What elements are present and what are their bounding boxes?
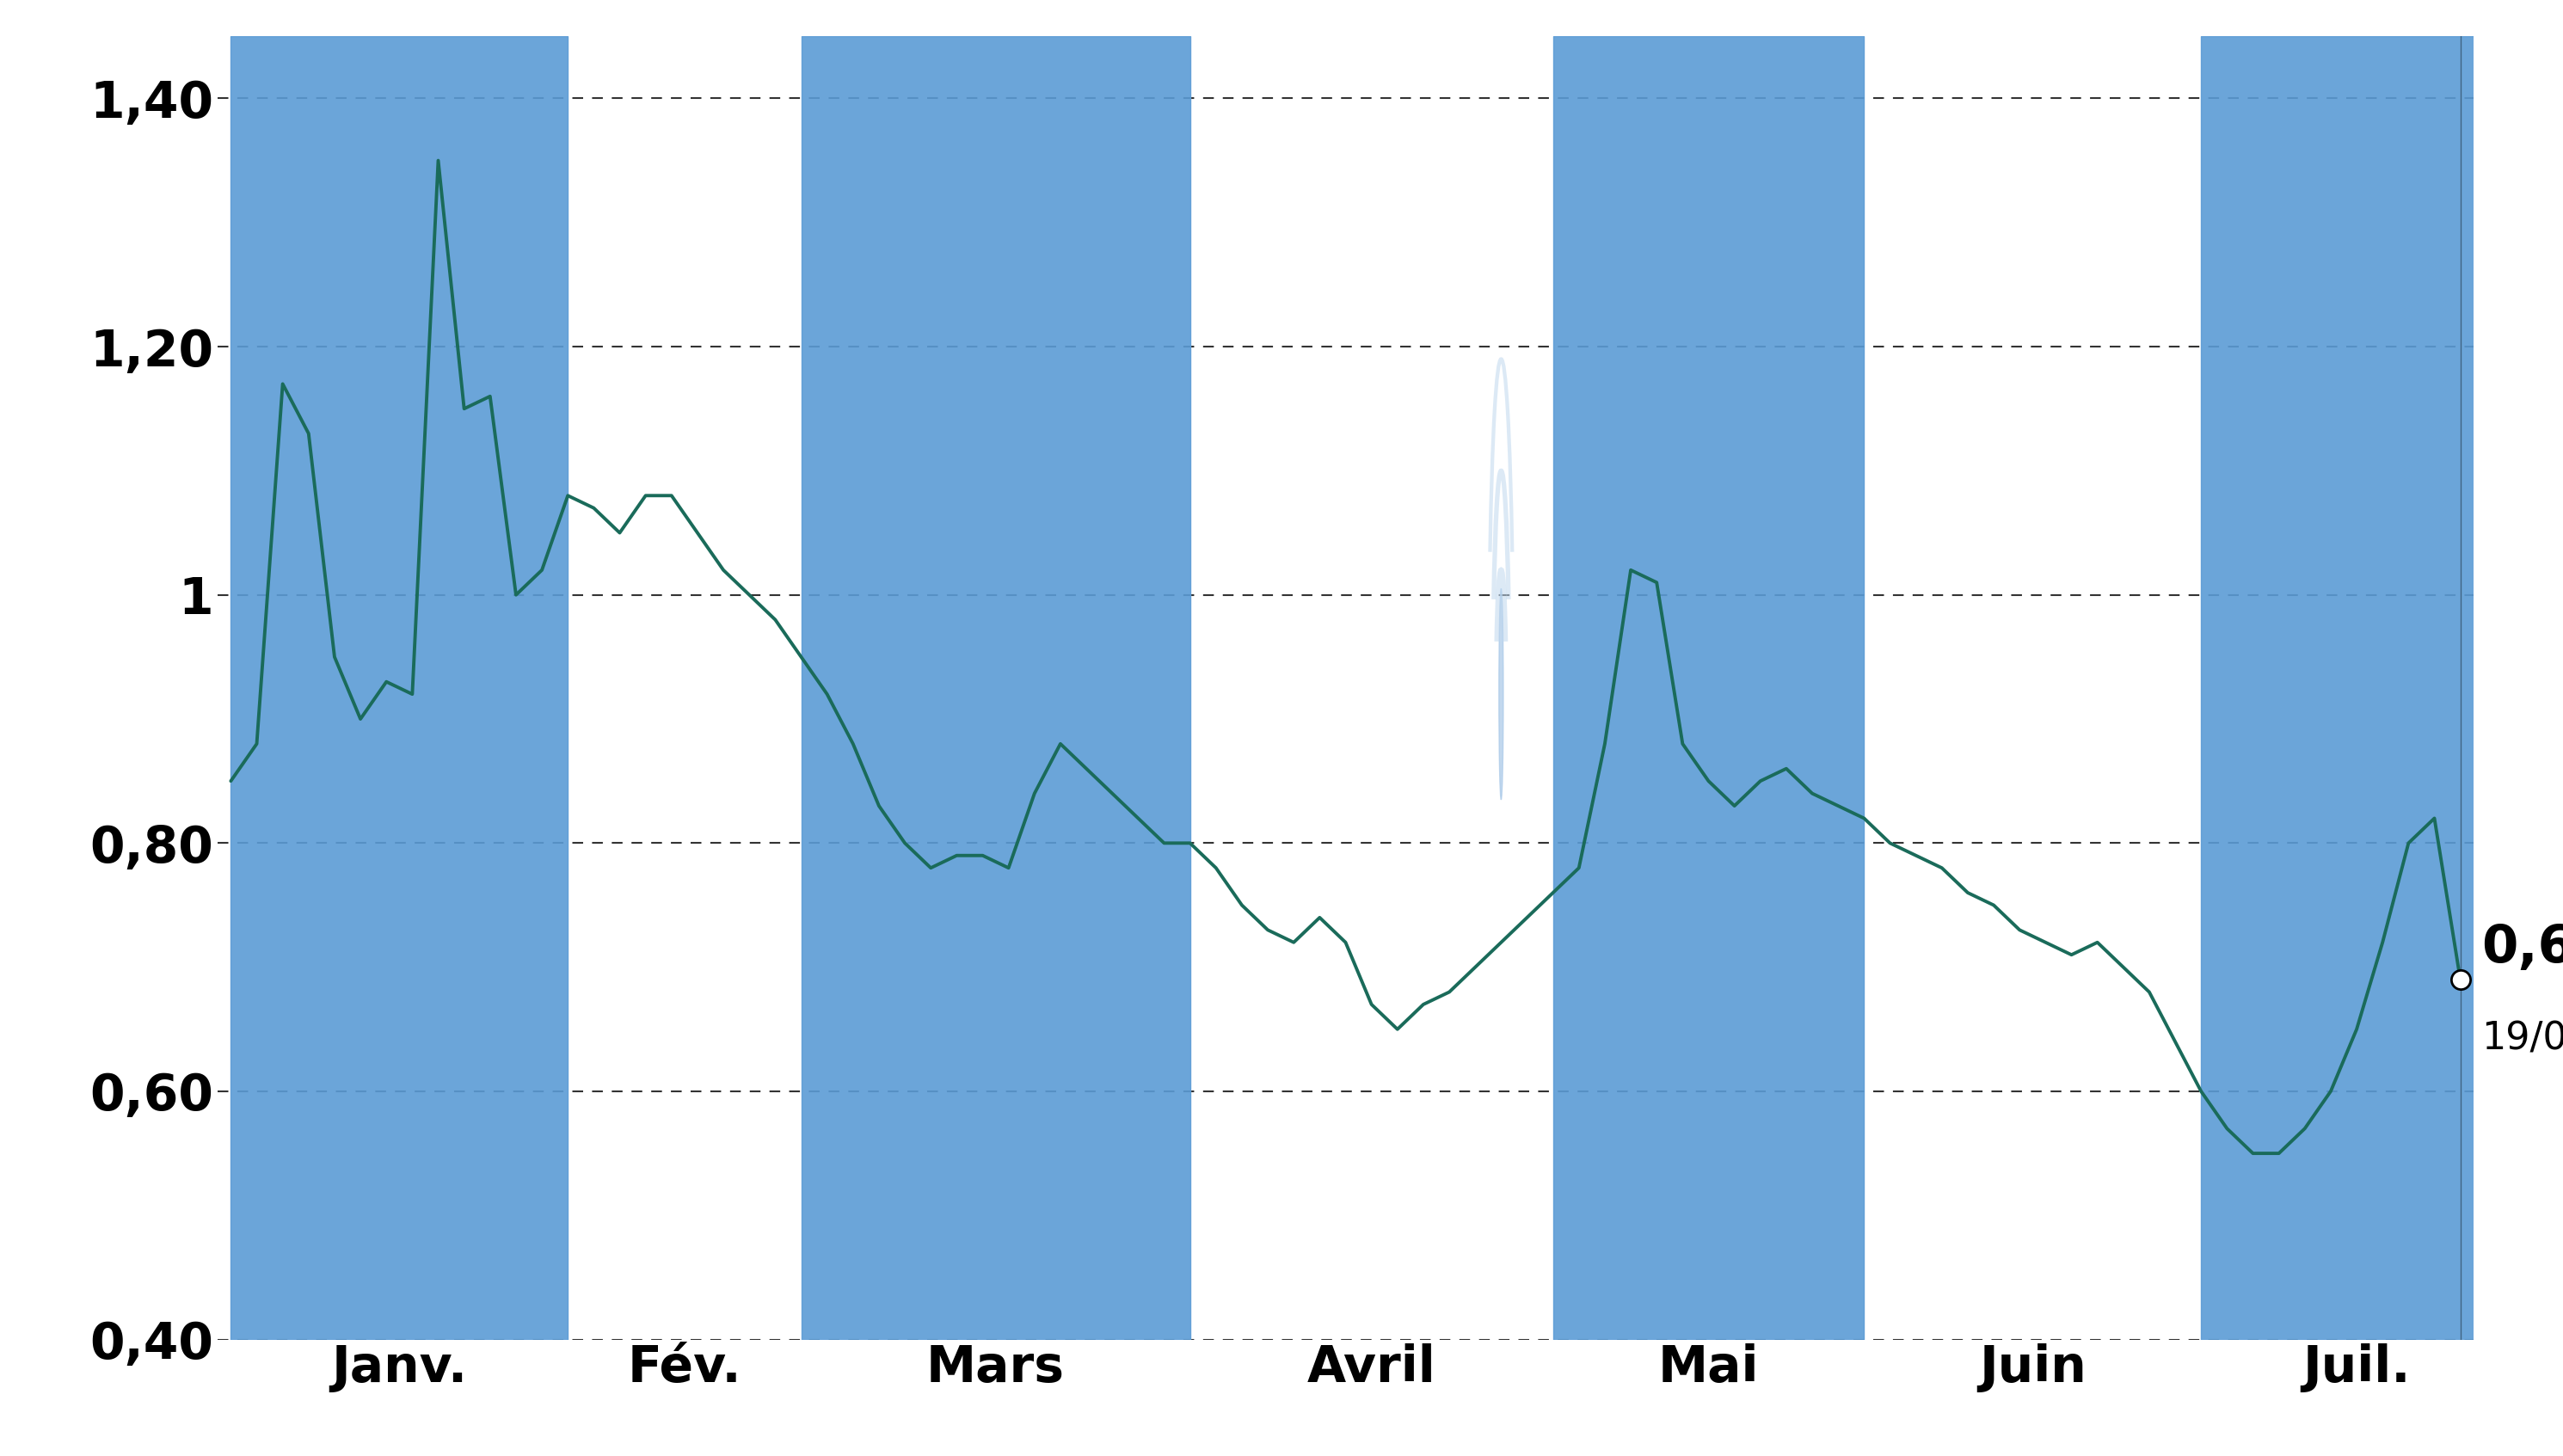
Text: 0,69: 0,69 xyxy=(2481,923,2563,974)
Bar xyxy=(2202,36,2512,1340)
Text: MIRA Pharmaceuticals, Inc.: MIRA Pharmaceuticals, Inc. xyxy=(620,17,1943,102)
Bar xyxy=(1553,36,1863,1340)
Bar xyxy=(802,36,1189,1340)
Text: 19/07: 19/07 xyxy=(2481,1021,2563,1057)
Circle shape xyxy=(1499,588,1504,799)
Bar xyxy=(231,36,569,1340)
